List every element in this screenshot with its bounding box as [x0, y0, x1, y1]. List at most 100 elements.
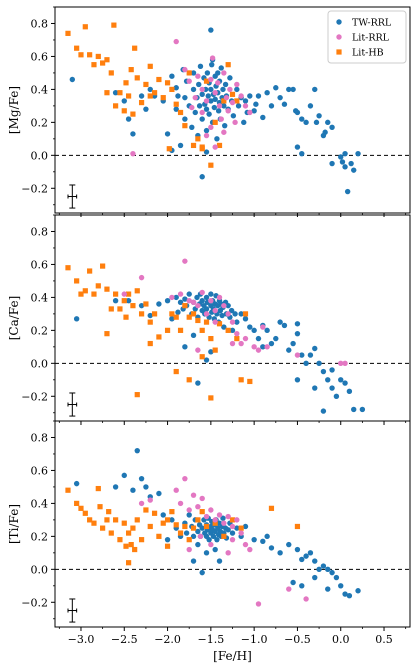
data-point-circle: [195, 380, 201, 386]
data-point-square: [123, 314, 129, 320]
data-point-square: [95, 53, 101, 60]
x-tick-label: 0.5: [375, 633, 393, 646]
data-point-circle: [186, 297, 192, 304]
data-point-circle: [222, 81, 229, 88]
data-point-circle: [208, 86, 214, 93]
data-point-circle: [223, 94, 230, 101]
data-point-circle: [355, 588, 361, 594]
data-point-circle: [192, 109, 198, 116]
data-point-circle: [186, 291, 192, 297]
plot-frame: [54, 214, 411, 422]
data-point-circle: [329, 385, 335, 391]
y-tick-label: 0.0: [31, 563, 49, 576]
data-point-square: [130, 111, 136, 117]
data-point-circle: [175, 309, 181, 315]
data-point-circle: [238, 340, 244, 347]
data-point-square: [91, 291, 97, 297]
series-lit-hb: [65, 485, 301, 566]
data-point-square: [95, 283, 101, 289]
data-point-square: [132, 546, 138, 553]
data-point-circle: [329, 124, 335, 131]
data-point-circle: [225, 550, 231, 556]
data-point-circle: [342, 591, 348, 597]
panel-middle: −0.2 0.0 0.2 0.4 0.6 0.8 [Ca/Fe]: [7, 214, 411, 425]
data-point-circle: [182, 258, 188, 264]
plot-frame: [54, 6, 411, 214]
data-point-circle: [208, 98, 214, 104]
data-point-square: [186, 70, 192, 76]
data-point-square: [130, 303, 136, 309]
data-point-square: [125, 93, 132, 99]
data-point-circle: [208, 124, 214, 131]
data-point-square: [65, 487, 71, 493]
data-point-circle: [147, 312, 153, 319]
data-point-circle: [351, 167, 357, 173]
data-point-square: [125, 530, 132, 536]
data-point-circle: [242, 523, 249, 530]
data-point-circle: [203, 149, 210, 155]
data-point-square: [225, 62, 231, 68]
data-point-circle: [325, 377, 331, 383]
data-point-circle: [229, 340, 236, 347]
data-point-circle: [215, 108, 222, 114]
data-point-circle: [190, 332, 197, 339]
y-tick-label: 0.8: [31, 431, 49, 444]
data-point-circle: [247, 109, 253, 116]
data-point-circle: [121, 472, 127, 479]
data-point-circle: [338, 154, 344, 160]
data-point-circle: [199, 91, 205, 98]
data-point-square: [156, 76, 162, 83]
data-point-square: [117, 90, 123, 96]
data-point-square: [138, 311, 145, 317]
data-point-square: [182, 123, 188, 129]
data-point-square: [117, 306, 123, 312]
data-point-circle: [294, 330, 301, 337]
data-point-circle: [211, 104, 218, 111]
data-point-circle: [316, 566, 322, 573]
data-point-circle: [173, 294, 179, 301]
error-bar: [67, 598, 78, 623]
y-axis-label: [Ti/Fe]: [7, 504, 21, 544]
data-point-circle: [316, 113, 322, 119]
data-point-circle: [203, 98, 210, 104]
plot-frame: [54, 420, 411, 628]
data-point-circle: [195, 347, 201, 353]
data-point-circle: [214, 536, 220, 543]
data-point-square: [113, 291, 119, 297]
data-point-square: [151, 510, 158, 516]
data-point-circle: [173, 85, 179, 91]
data-point-square: [177, 327, 184, 333]
legend: TW-RRL Lit-RRL Lit-HB: [327, 10, 407, 64]
data-point-circle: [294, 144, 301, 150]
data-point-square: [177, 109, 184, 116]
data-point-circle: [156, 490, 162, 497]
data-point-circle: [346, 388, 353, 395]
data-point-square: [186, 537, 192, 543]
data-point-circle: [189, 104, 195, 111]
data-point-circle: [196, 81, 202, 88]
data-point-circle: [260, 344, 266, 350]
data-point-square: [121, 298, 127, 304]
data-point-circle: [208, 541, 214, 548]
data-point-square: [164, 517, 171, 523]
data-point-circle: [303, 596, 309, 602]
data-point-circle: [234, 330, 240, 337]
data-point-circle: [312, 385, 318, 391]
data-point-square: [234, 336, 240, 342]
data-point-circle: [229, 327, 236, 334]
x-tick-label: −3.0: [68, 633, 95, 646]
data-point-circle: [342, 150, 348, 157]
data-point-square: [104, 286, 110, 292]
data-point-circle: [234, 525, 240, 531]
data-point-square: [74, 278, 80, 284]
data-point-square: [111, 22, 117, 28]
data-point-circle: [182, 296, 188, 302]
data-point-circle: [182, 94, 188, 101]
data-point-circle: [225, 108, 231, 114]
data-point-circle: [220, 86, 226, 93]
data-point-circle: [344, 188, 351, 195]
data-point-circle: [173, 487, 179, 493]
data-point-square: [91, 520, 97, 526]
data-point-square: [121, 108, 127, 114]
